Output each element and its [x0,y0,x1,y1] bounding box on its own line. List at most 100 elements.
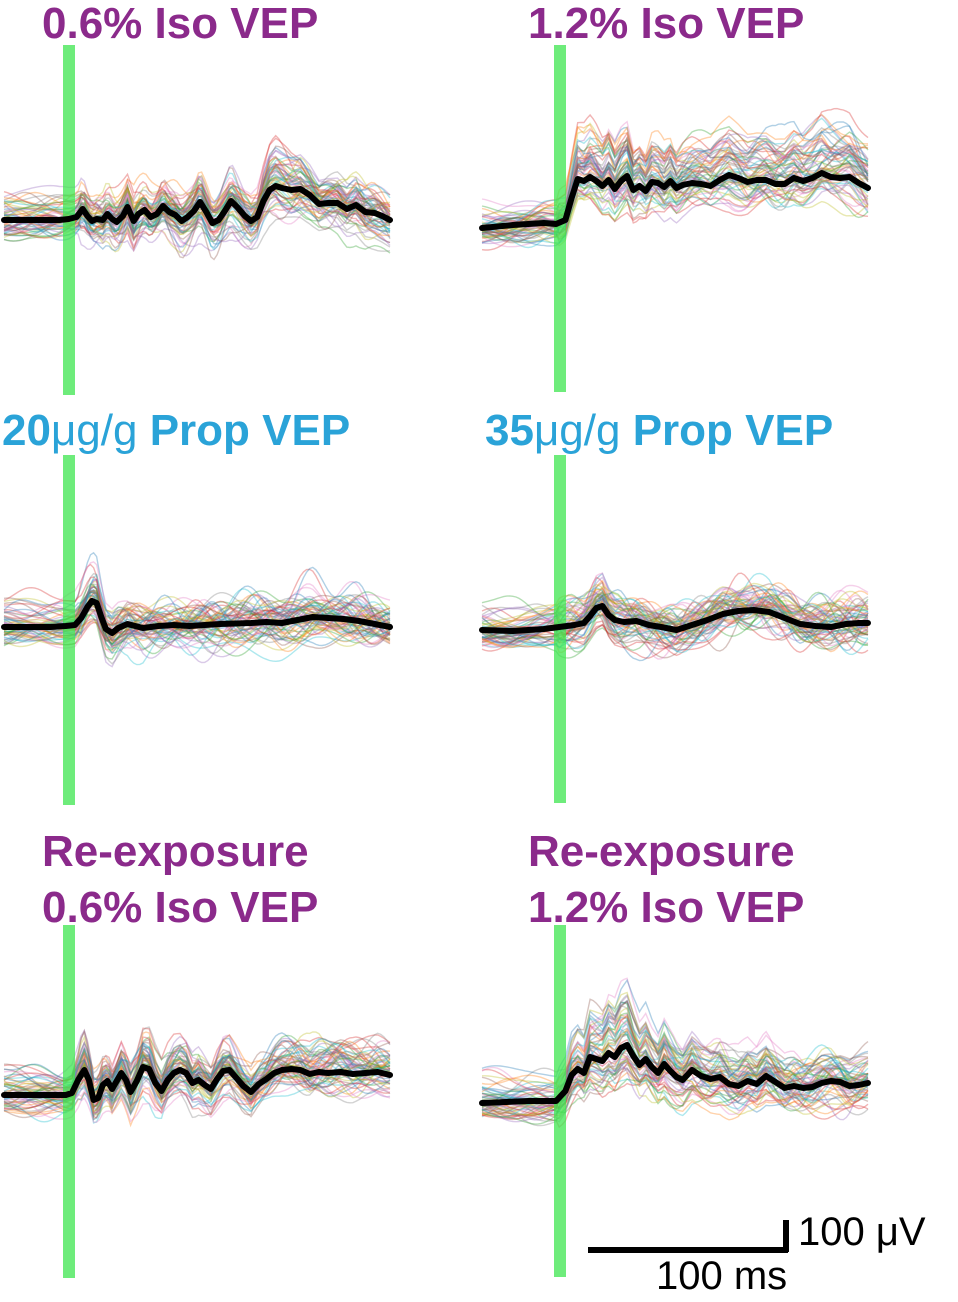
panel-title-prop-35: 35μg/g Prop VEP [485,403,833,459]
panel-title-reexp-12: Re-exposure 1.2% Iso VEP [528,827,805,932]
trial-trace [481,592,869,660]
trial-trace [481,1055,869,1121]
trial-trace [481,594,869,634]
trial-trace [482,991,869,1085]
trial-trace [482,154,869,235]
trial-trace [481,605,869,639]
trial-trace [481,1062,869,1123]
trial-trace [481,1043,869,1089]
trial-trace [481,168,869,247]
trial-trace [481,978,869,1083]
trial-trace [481,612,869,650]
panel-title-iso-12: 1.2% Iso VEP [528,0,805,48]
trial-trace [481,130,869,232]
trial-trace [481,135,869,218]
trial-trace [481,1068,869,1117]
trial-trace [482,155,869,226]
trial-traces [481,572,869,662]
trial-trace [481,572,869,645]
trial-trace [481,167,869,233]
trial-trace [481,136,869,241]
trial-trace [481,123,869,220]
trial-trace [481,149,869,228]
trial-traces [3,551,391,668]
title-prop-20-text: 20μg/g Prop VEP [2,406,351,455]
trial-trace [481,597,869,654]
stimulus-onset-marker [63,925,75,1278]
scale-bar [588,1220,789,1253]
trial-trace [481,163,869,249]
trial-trace [481,588,869,638]
trial-trace [481,122,869,230]
trial-trace [481,1066,869,1129]
trial-trace [481,596,869,654]
trial-trace [481,1007,869,1116]
trial-trace [481,588,869,645]
trial-trace [481,586,869,639]
trial-trace [481,1057,869,1116]
trial-trace [481,591,869,641]
scale-time-label: 100 ms [656,1254,788,1298]
trial-trace [481,572,869,648]
trial-trace [481,114,869,218]
trial-trace [481,572,869,646]
trial-trace [481,127,869,234]
mean-vep-trace [1,598,393,636]
trial-trace [481,148,869,237]
trial-trace [481,148,869,244]
trial-trace [481,1049,869,1104]
trial-trace [481,1018,869,1114]
trial-trace [481,583,869,629]
trial-trace [481,1038,869,1119]
trial-trace [481,994,869,1109]
trial-trace [482,999,869,1093]
trial-trace [481,582,869,627]
trial-trace [481,977,869,1113]
trial-trace [481,1071,869,1121]
trial-trace [481,584,869,650]
vep-plot-prop-35 [479,455,871,803]
trial-trace [481,113,868,235]
trial-trace [481,1016,869,1099]
trial-traces [481,977,869,1129]
trial-trace [481,125,869,241]
trial-trace [481,605,869,650]
trial-traces [3,134,391,261]
trial-trace [481,1044,869,1099]
trial-trace [481,142,869,237]
mean-vep-trace [479,1042,871,1106]
trial-trace [481,598,869,647]
trial-trace [481,599,868,649]
trial-trace [481,145,869,235]
trial-trace [481,608,869,659]
trial-trace [481,1007,869,1095]
stimulus-onset-marker [554,45,566,392]
mean-vep-trace [1,1064,393,1103]
trial-trace [481,168,869,226]
trial-trace [481,166,869,241]
trial-trace [481,107,869,232]
trial-trace [481,582,869,636]
trial-trace [481,598,869,656]
trial-trace [481,587,869,647]
trial-trace [481,581,869,639]
mean-vep-trace [1,183,393,226]
mean-vep-trace [479,170,871,231]
vep-plot-prop-20 [1,455,393,805]
mean-vep-trace [479,603,871,634]
trial-trace [481,120,869,248]
trial-trace [481,1016,869,1117]
trial-trace [481,1001,869,1118]
trial-trace [481,597,869,652]
trial-trace [481,117,869,231]
trial-trace [481,1005,869,1127]
trial-trace [481,1027,869,1102]
trial-trace [481,161,869,239]
scale-voltage-label: 100 μV [798,1210,926,1254]
trial-trace [481,588,869,652]
vep-plot-iso-12 [479,45,871,392]
trial-trace [481,131,869,247]
trial-trace [481,171,869,238]
vep-plot-reexp-06 [1,925,393,1278]
trial-trace [481,1013,869,1111]
